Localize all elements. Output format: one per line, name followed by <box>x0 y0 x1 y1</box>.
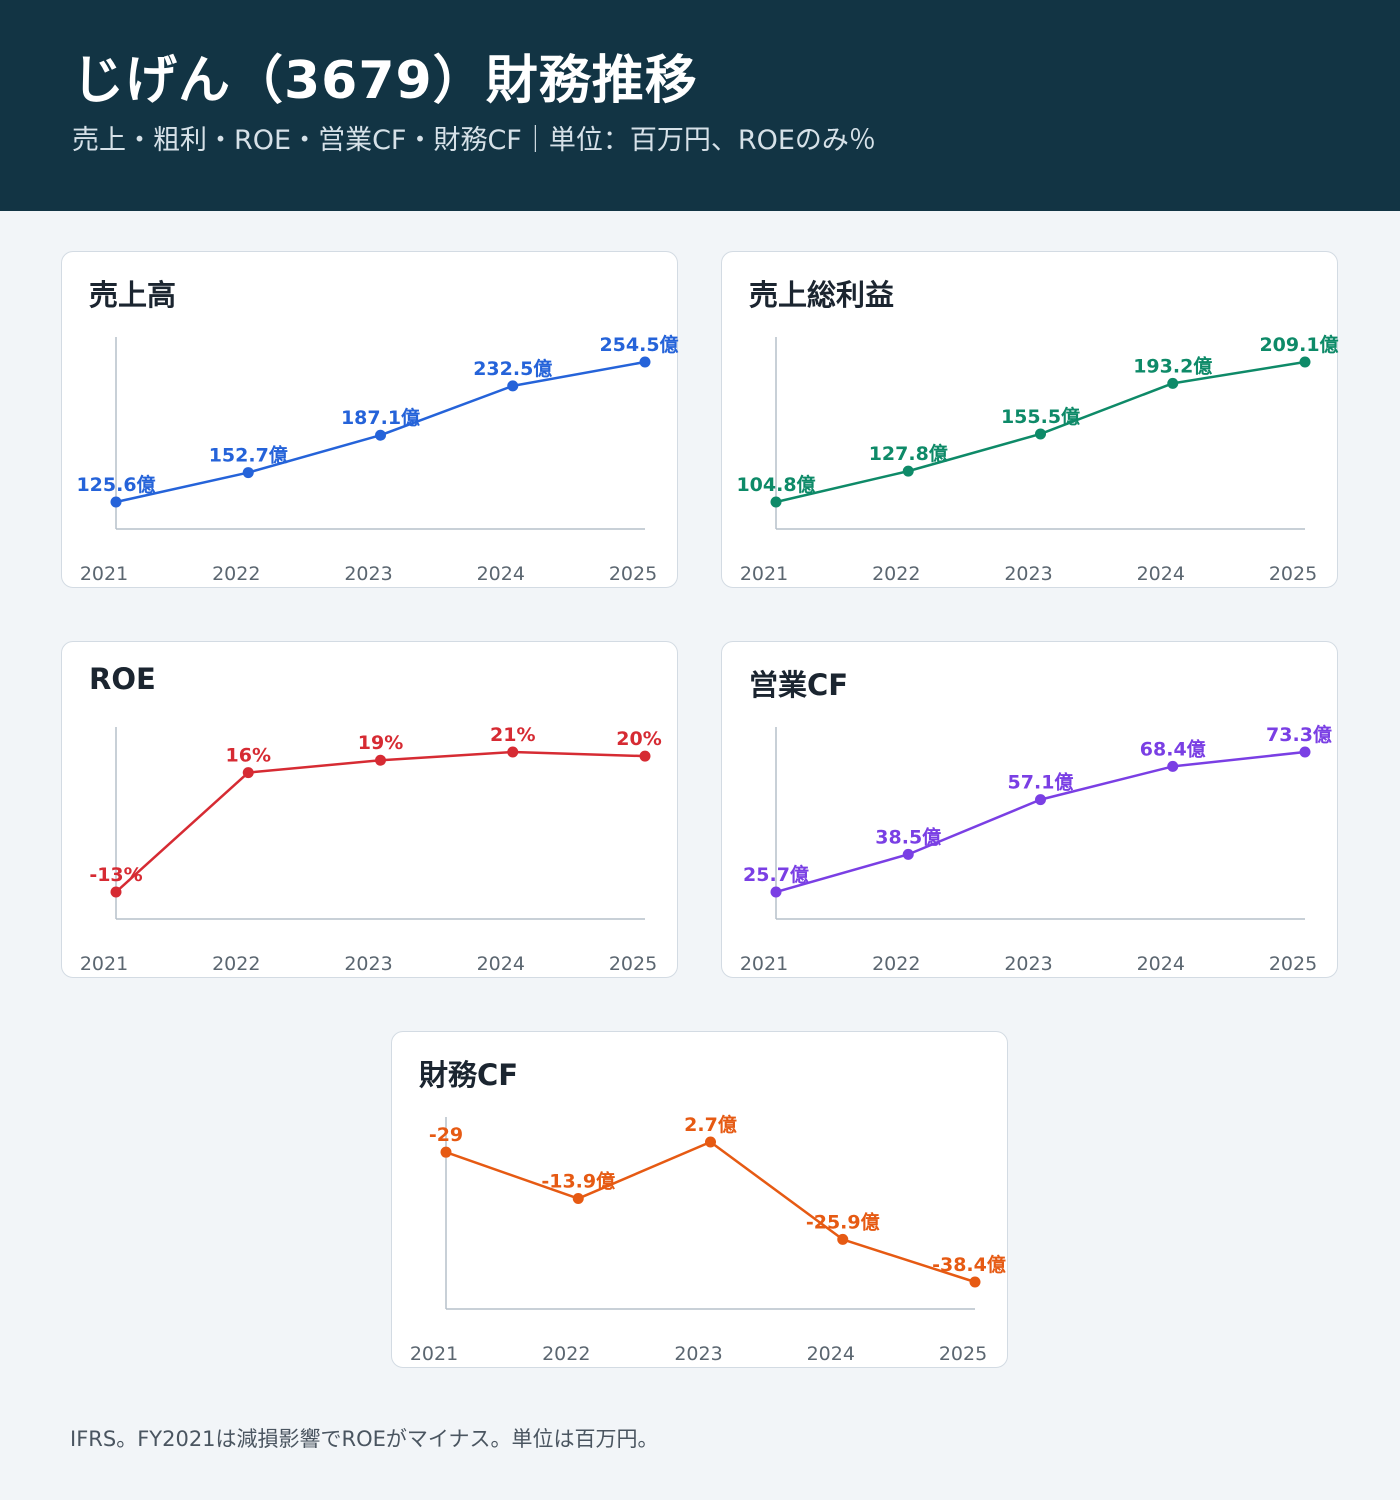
data-point <box>440 1146 452 1158</box>
x-tick-label: 2023 <box>344 953 392 975</box>
x-tick-label: 2021 <box>80 563 128 585</box>
series-line <box>115 750 646 893</box>
data-point <box>572 1193 584 1205</box>
data-label: 155.5億 <box>1001 405 1080 428</box>
data-label: 73.3億 <box>1266 723 1332 746</box>
x-tick-label: 2023 <box>1004 563 1052 585</box>
header-banner: じげん（3679）財務推移 売上・粗利・ROE・営業CF・財務CF｜単位：百万円… <box>0 0 1400 211</box>
x-tick-label: 2022 <box>872 563 920 585</box>
data-point <box>242 767 254 779</box>
data-label: -13.9億 <box>541 1170 615 1193</box>
chart-card-financing-cf: 財務CF -29 2021 -13.9億 2022 2.7億 2023 -25.9億 2024… <box>391 1031 1008 1368</box>
data-label: 187.1億 <box>341 406 420 429</box>
data-point <box>242 467 254 479</box>
data-point <box>902 465 914 477</box>
data-point <box>639 750 651 762</box>
data-label: 2.7億 <box>684 1113 737 1136</box>
data-label: 38.5億 <box>875 825 941 848</box>
data-label: 152.7億 <box>209 444 288 467</box>
x-tick-label: 2023 <box>344 563 392 585</box>
data-label: 209.1億 <box>1259 333 1338 356</box>
x-tick-label: 2021 <box>740 953 788 975</box>
data-point <box>375 429 386 441</box>
data-point <box>705 1136 716 1148</box>
chart-title: 売上高 <box>89 278 177 312</box>
data-label: -38.4億 <box>932 1253 1006 1276</box>
data-point <box>1035 428 1046 440</box>
x-tick-label: 2024 <box>477 563 525 585</box>
data-point <box>375 754 386 766</box>
chart-card-operating-cf: 営業CF 25.7億 2021 38.5億 2022 57.1億 2023 68.4億 202… <box>721 641 1338 978</box>
x-tick-label: 2021 <box>740 563 788 585</box>
data-label: 127.8億 <box>869 442 948 465</box>
page-title: じげん（3679）財務推移 <box>72 51 698 111</box>
page-subtitle: 売上・粗利・ROE・営業CF・財務CF｜単位：百万円、ROEのみ％ <box>72 125 876 156</box>
data-label: 125.6億 <box>76 473 155 496</box>
data-label: 19% <box>358 732 403 754</box>
data-label: 57.1億 <box>1008 771 1074 794</box>
x-tick-label: 2021 <box>410 1343 458 1365</box>
data-point <box>902 848 914 860</box>
data-point <box>1167 760 1179 772</box>
x-tick-label: 2024 <box>477 953 525 975</box>
x-tick-label: 2022 <box>542 1343 590 1365</box>
x-tick-label: 2025 <box>939 1343 987 1365</box>
data-point <box>770 496 782 508</box>
data-label: 193.2億 <box>1133 354 1212 377</box>
chart-title: ROE <box>89 662 156 696</box>
chart-card-roe: ROE -13% 2021 16% 2022 19% 2023 21% 2024 20% 2025 <box>61 641 678 978</box>
data-point <box>837 1233 849 1245</box>
x-tick-label: 2025 <box>1269 953 1317 975</box>
data-point <box>969 1276 981 1288</box>
x-tick-label: 2022 <box>872 953 920 975</box>
series-line <box>445 1140 976 1284</box>
x-tick-label: 2022 <box>212 953 260 975</box>
data-label: 20% <box>616 728 661 750</box>
chart-svg: 125.6億 2021 152.7億 2022 187.1億 2023 232.5億 2024… <box>76 333 678 585</box>
chart-svg: 104.8億 2021 127.8億 2022 155.5億 2023 193.2億 2024… <box>736 333 1338 585</box>
chart-title: 財務CF <box>419 1058 519 1092</box>
chart-svg: -13% 2021 16% 2022 19% 2023 21% 2024 20% 2025 <box>80 724 662 975</box>
data-point <box>1167 377 1179 389</box>
x-tick-label: 2023 <box>674 1343 722 1365</box>
data-point <box>1035 794 1046 806</box>
x-tick-label: 2024 <box>1137 563 1185 585</box>
data-point <box>770 886 782 898</box>
data-point <box>507 380 519 392</box>
data-label: 25.7億 <box>743 863 809 886</box>
x-tick-label: 2022 <box>212 563 260 585</box>
data-point <box>639 356 651 368</box>
chart-svg: 25.7億 2021 38.5億 2022 57.1億 2023 68.4億 2024 73.3… <box>740 723 1332 975</box>
x-tick-label: 2024 <box>1137 953 1185 975</box>
chart-svg: -29 2021 -13.9億 2022 2.7億 2023 -25.9億 2024 -38.4… <box>410 1113 1006 1365</box>
x-tick-label: 2025 <box>609 953 657 975</box>
chart-title: 売上総利益 <box>749 278 895 312</box>
data-label: -13% <box>89 864 142 886</box>
data-label: -25.9億 <box>806 1210 880 1233</box>
data-point <box>110 496 122 508</box>
data-label: 21% <box>490 724 535 746</box>
data-label: 232.5億 <box>473 357 552 380</box>
x-tick-label: 2023 <box>1004 953 1052 975</box>
x-tick-label: 2025 <box>609 563 657 585</box>
data-label: 254.5億 <box>599 333 678 356</box>
data-label: 68.4億 <box>1140 737 1206 760</box>
data-point <box>1299 746 1311 758</box>
data-label: 104.8億 <box>736 473 815 496</box>
chart-card-revenue: 売上高 125.6億 2021 152.7億 2022 187.1億 2023 232.5億… <box>61 251 679 588</box>
data-label: 16% <box>226 745 271 767</box>
x-tick-label: 2024 <box>807 1343 855 1365</box>
data-point <box>507 746 519 758</box>
data-label: -29 <box>429 1124 463 1146</box>
footnote: IFRS。FY2021は減損影響でROEがマイナス。単位は百万円。 <box>70 1427 659 1451</box>
chart-card-gross-profit: 売上総利益 104.8億 2021 127.8億 2022 155.5億 2023 193.… <box>721 251 1339 588</box>
data-point <box>110 886 122 898</box>
data-point <box>1299 356 1311 368</box>
chart-title: 営業CF <box>749 668 849 702</box>
x-tick-label: 2025 <box>1269 563 1317 585</box>
x-tick-label: 2021 <box>80 953 128 975</box>
